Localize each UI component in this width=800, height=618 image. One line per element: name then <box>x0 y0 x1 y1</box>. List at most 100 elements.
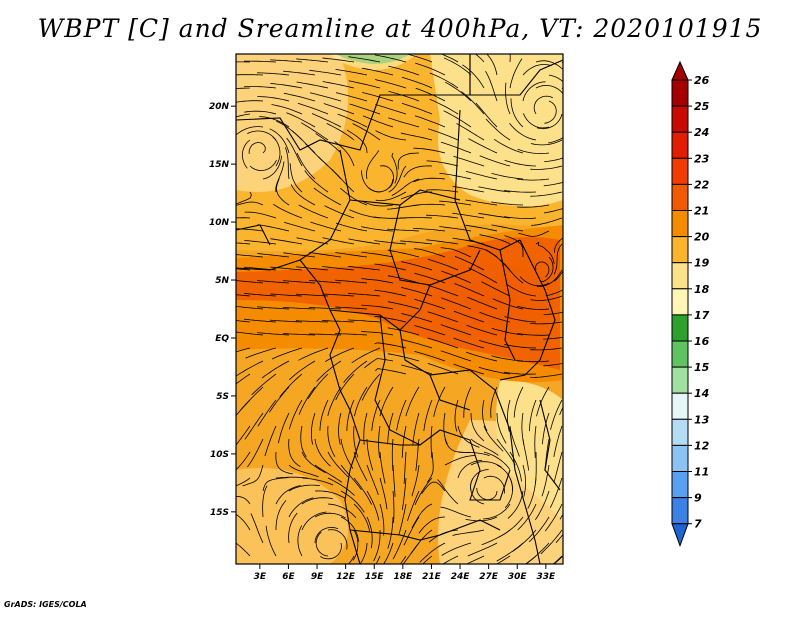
streamline <box>468 138 498 154</box>
streamline <box>335 252 368 258</box>
streamline <box>522 438 529 471</box>
lat-tick-label: 10S <box>210 450 229 460</box>
streamline <box>553 555 563 564</box>
streamline <box>413 177 446 183</box>
streamline <box>262 155 282 180</box>
streamline <box>470 438 499 456</box>
colorbar-level-label: 20 <box>694 231 710 244</box>
wbpt-field-19-east-coast <box>496 380 563 520</box>
longitude-axis: 3E 6E 9E 12E 15E 18E 21E 24E 27E 30E 33E <box>254 564 556 582</box>
streamline <box>465 171 498 180</box>
streamline <box>553 243 563 275</box>
streamline <box>513 386 524 418</box>
streamline <box>554 270 563 282</box>
streamline <box>270 293 303 297</box>
streamline <box>296 81 329 89</box>
streamline <box>270 59 303 63</box>
colorbar-level-label: 21 <box>694 205 709 218</box>
streamline <box>543 208 563 214</box>
streamline <box>275 161 285 193</box>
streamline <box>561 61 563 64</box>
streamline <box>236 495 251 505</box>
streamline <box>504 235 524 257</box>
streamline <box>236 399 251 416</box>
streamline <box>575 75 581 106</box>
streamline <box>297 525 303 557</box>
streamline <box>483 451 511 470</box>
streamline <box>284 221 316 232</box>
streamline <box>343 360 368 383</box>
streamline <box>564 101 575 130</box>
streamline <box>387 275 420 284</box>
streamline <box>490 386 498 419</box>
streamline <box>340 464 362 490</box>
streamline <box>530 139 563 146</box>
streamline <box>278 412 290 444</box>
streamline <box>366 490 380 521</box>
streamline <box>348 266 381 271</box>
streamline <box>509 425 520 457</box>
streamline <box>401 477 407 510</box>
streamline <box>555 533 563 543</box>
streamline <box>388 90 420 102</box>
streamline <box>366 464 379 496</box>
streamline <box>375 368 407 375</box>
streamline <box>323 103 355 115</box>
streamline <box>491 224 524 232</box>
streamline <box>452 186 485 193</box>
streamline <box>504 344 537 349</box>
streamline <box>421 481 446 494</box>
streamline <box>467 542 498 557</box>
streamline <box>301 451 326 474</box>
streamline <box>544 100 557 124</box>
streamline <box>236 360 264 377</box>
streamline <box>403 451 407 484</box>
wbpt-hotspot-east <box>420 255 560 345</box>
colorbar-segment <box>671 79 689 107</box>
streamline <box>340 438 354 469</box>
streamline <box>396 399 407 431</box>
streamline <box>397 152 420 170</box>
streamline <box>361 200 394 207</box>
credit-label: GrADS: IGES/COLA <box>4 600 87 609</box>
streamline <box>366 150 380 180</box>
streamline <box>346 399 355 432</box>
streamline <box>315 531 329 557</box>
streamline <box>453 337 485 349</box>
streamline <box>440 54 459 63</box>
streamline <box>347 555 355 564</box>
streamline <box>549 477 563 508</box>
streamline <box>296 293 329 297</box>
streamline <box>470 412 485 442</box>
streamline <box>491 173 524 180</box>
colorbar-segment <box>671 497 689 525</box>
streamline <box>466 351 498 362</box>
streamline <box>440 247 472 258</box>
streamline <box>288 360 316 381</box>
streamline <box>269 128 290 154</box>
streamline <box>401 76 433 89</box>
streamlines <box>236 54 581 564</box>
streamline <box>364 358 394 369</box>
streamline <box>553 451 563 484</box>
streamline <box>517 178 550 181</box>
streamline <box>387 516 394 549</box>
streamline <box>296 266 329 271</box>
streamline <box>440 350 472 362</box>
streamline <box>504 316 537 323</box>
streamline <box>236 191 252 205</box>
colorbar-legend: 26 25 24 23 22 21 20 19 18 17 16 15 14 13 12 11 9 7 <box>671 60 710 548</box>
streamline <box>244 412 264 440</box>
streamline <box>335 69 368 76</box>
streamline <box>496 412 507 444</box>
streamline <box>314 490 346 499</box>
streamline <box>244 60 277 63</box>
streamline <box>400 132 433 141</box>
streamline <box>283 280 316 284</box>
streamline <box>427 337 459 349</box>
streamline <box>405 386 420 417</box>
streamline <box>236 320 251 323</box>
streamline <box>401 102 433 115</box>
streamline <box>375 79 407 89</box>
streamline <box>271 347 303 360</box>
